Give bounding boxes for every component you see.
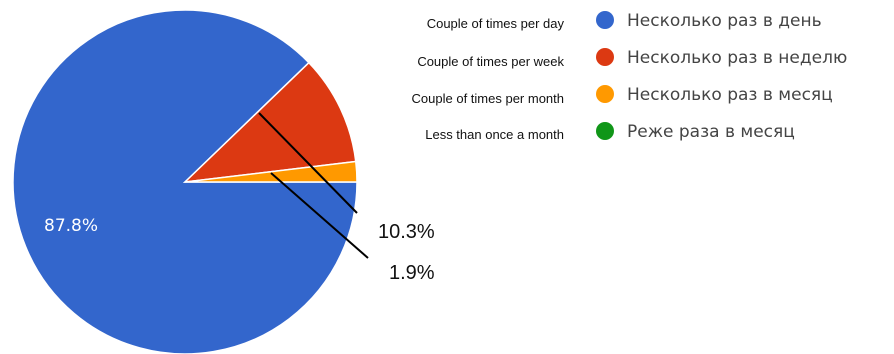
- pie-slice-month: [184, 160, 358, 183]
- legend-swatch-month: [596, 85, 614, 103]
- data-label-month: 1.9%: [389, 262, 435, 284]
- legend-label-day: Несколько раз в день: [627, 11, 822, 31]
- legend-swatch-week: [596, 48, 614, 66]
- legend: Couple of times per day Couple of times …: [412, 11, 847, 142]
- callout-line-week: [258, 112, 358, 214]
- legend-label-week: Несколько раз в неделю: [627, 48, 847, 68]
- legend-translation-day: Couple of times per day: [427, 16, 565, 31]
- legend-translation-less: Less than once a month: [425, 127, 564, 142]
- legend-swatch-less: [596, 122, 614, 140]
- callout-line-month: [270, 172, 369, 259]
- legend-label-less: Реже раза в месяц: [627, 122, 795, 142]
- data-label-week: 10.3%: [378, 221, 435, 243]
- legend-swatch-day: [596, 11, 614, 29]
- pie-slice-week: [182, 61, 357, 184]
- pie-slices: [12, 9, 358, 354]
- legend-translation-month: Couple of times per month: [412, 91, 564, 106]
- legend-label-month: Несколько раз в месяц: [627, 85, 833, 105]
- data-label-day: 87.8%: [44, 216, 98, 236]
- legend-translation-week: Couple of times per week: [417, 54, 564, 69]
